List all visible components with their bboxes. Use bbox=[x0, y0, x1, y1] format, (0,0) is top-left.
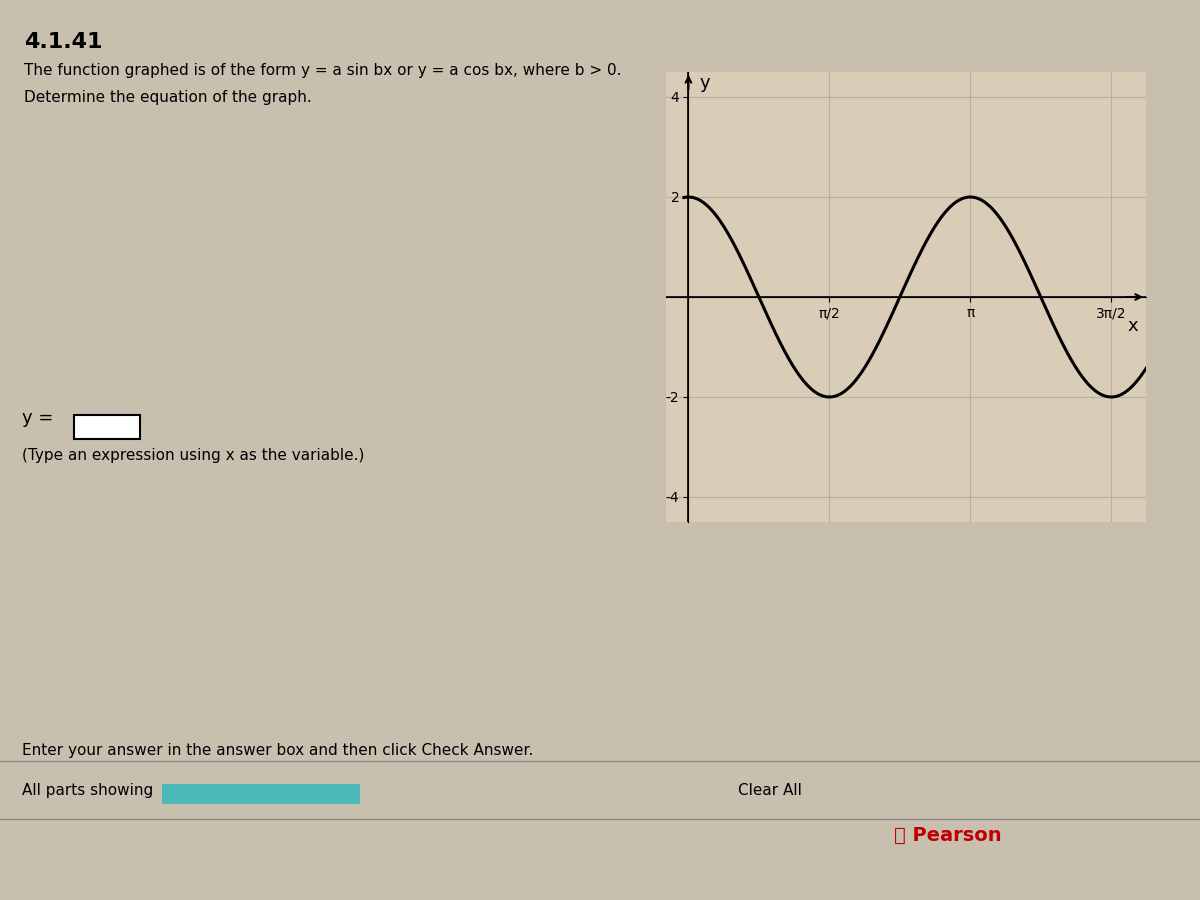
Text: Enter your answer in the answer box and then click Check Answer.: Enter your answer in the answer box and … bbox=[22, 742, 533, 758]
Text: Clear All: Clear All bbox=[738, 783, 802, 798]
Text: Ⓟ Pearson: Ⓟ Pearson bbox=[894, 826, 1002, 845]
Text: All parts showing: All parts showing bbox=[22, 783, 152, 798]
Text: 4.1.41: 4.1.41 bbox=[24, 32, 102, 51]
Text: Determine the equation of the graph.: Determine the equation of the graph. bbox=[24, 90, 312, 105]
Text: x: x bbox=[1127, 317, 1138, 335]
Bar bbox=[74, 415, 140, 439]
Text: The function graphed is of the form y = a sin bx or y = a cos bx, where b > 0.: The function graphed is of the form y = … bbox=[24, 63, 622, 78]
Text: (Type an expression using x as the variable.): (Type an expression using x as the varia… bbox=[22, 448, 364, 464]
Text: y: y bbox=[700, 75, 710, 93]
Text: y =: y = bbox=[22, 410, 53, 427]
Bar bbox=[162, 784, 360, 804]
